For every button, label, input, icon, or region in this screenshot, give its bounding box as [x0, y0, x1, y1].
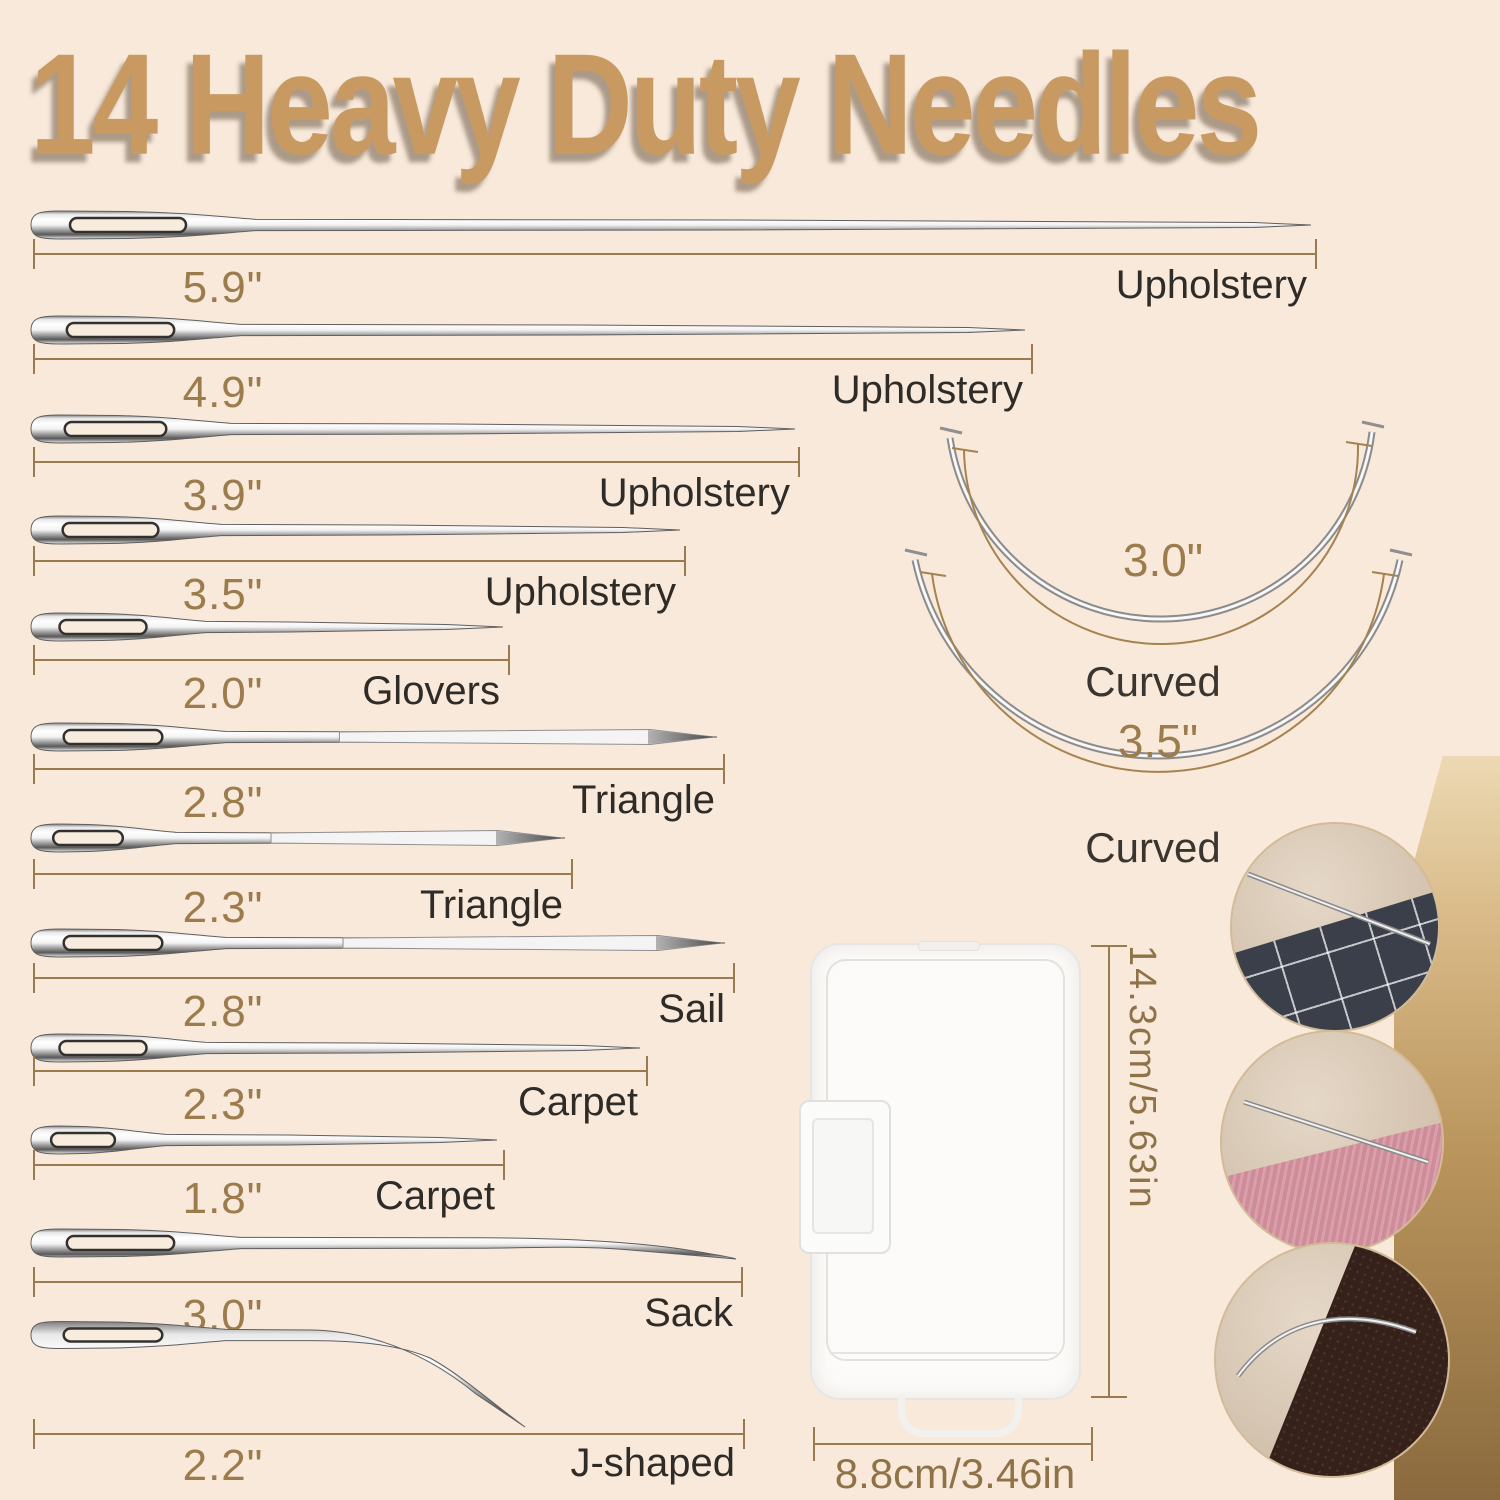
- needle-eye: [61, 521, 160, 539]
- curved-needle-type-label: Curved: [1085, 824, 1221, 871]
- needle-type-label: Upholstery: [484, 570, 676, 614]
- needle-eye: [51, 829, 125, 847]
- dimension-line: [33, 1267, 743, 1297]
- needle-size-label: 1.8": [182, 1174, 264, 1223]
- needle-type-label: Triangle: [571, 778, 715, 822]
- curved-needle-size-label: 3.5": [1117, 715, 1199, 767]
- needle-type-label: J-shaped: [570, 1441, 735, 1485]
- curved-needles-graphic: [904, 420, 1413, 773]
- needle-type-label: Glovers: [362, 669, 500, 713]
- needle-eye: [65, 1234, 176, 1252]
- needle-size-label: 2.2": [182, 1441, 264, 1490]
- needle-type-label: Upholstery: [1115, 263, 1307, 307]
- needle-type-label: Carpet: [374, 1174, 495, 1218]
- needle-eye: [62, 934, 164, 952]
- needle-graphic: [30, 612, 504, 642]
- needle-graphic: [30, 414, 796, 444]
- needle-graphic: [30, 1320, 526, 1428]
- inset-photo-needle-plaid-fabric: [1230, 822, 1440, 1032]
- needle-eye: [58, 618, 148, 636]
- dimension-line: [33, 963, 735, 993]
- needle-eye: [65, 321, 176, 339]
- needle-type-label: Triangle: [419, 883, 563, 927]
- storage-box-seam: [830, 1352, 1057, 1354]
- needle-size-label: 2.8": [182, 778, 264, 827]
- needle-size-label: 2.3": [182, 1080, 264, 1129]
- needle-eye: [62, 728, 164, 746]
- needle-icon: [1247, 871, 1431, 947]
- needle-size-label: 4.9": [182, 368, 264, 417]
- needle-graphic: [30, 928, 726, 958]
- dimension-line: [33, 754, 725, 784]
- box-height-label: 14.3cm/5.63in: [1121, 945, 1163, 1210]
- needle-graphic: [30, 1033, 641, 1063]
- dimension-line: [33, 344, 1033, 374]
- needle-size-label: 3.5": [182, 570, 264, 619]
- needle-eye: [49, 1131, 117, 1149]
- storage-box-notch: [918, 941, 980, 951]
- inset-photo-needle-pink-fabric: [1220, 1030, 1444, 1254]
- box-width-dimension-line: [813, 1427, 1093, 1461]
- dimension-line: [33, 546, 686, 576]
- needle-eye: [63, 420, 168, 438]
- dimension-line: [33, 1150, 505, 1180]
- dimension-line: [33, 1419, 745, 1449]
- needle-graphic: [30, 315, 1026, 345]
- box-height-dimension-line: [1091, 945, 1127, 1398]
- storage-box-latch-inner: [812, 1118, 874, 1234]
- dimension-line: [33, 645, 510, 675]
- needle-graphic: [30, 1125, 498, 1155]
- dimension-line: [33, 859, 573, 889]
- needle-eye: [62, 1327, 164, 1343]
- needle-size-label: 3.9": [182, 471, 264, 520]
- needle-type-label: Carpet: [517, 1080, 638, 1124]
- needle-size-label: 2.3": [182, 883, 264, 932]
- needle-type-label: Sail: [658, 987, 725, 1031]
- needle-graphic: [30, 515, 681, 545]
- box-width-label: 8.8cm/3.46in: [834, 1450, 1076, 1497]
- needle-graphic: [30, 823, 566, 853]
- needle-graphic: [30, 722, 718, 752]
- page-title: 14 Heavy Duty Needles: [30, 24, 1262, 186]
- curved-needle-type-label: Curved: [1085, 658, 1221, 705]
- dimension-line: [33, 447, 800, 477]
- needle-graphic: [30, 1228, 737, 1260]
- needle-type-label: Upholstery: [598, 471, 790, 515]
- needle-type-label: Upholstery: [831, 368, 1023, 412]
- needle-size-label: 5.9": [182, 263, 264, 312]
- needle-icon: [1243, 1099, 1429, 1165]
- inset-photo-curved-needle-leather: [1214, 1242, 1450, 1478]
- curved-needle-size-label: 3.0": [1122, 534, 1204, 586]
- needle-size-label: 2.0": [182, 669, 264, 718]
- dimension-line: [33, 239, 1317, 269]
- storage-box-handle: [898, 1394, 1022, 1437]
- needle-eye: [58, 1039, 148, 1057]
- dimension-line: [33, 1056, 648, 1086]
- needle-graphic: [30, 210, 1312, 240]
- needle-eye: [68, 216, 188, 234]
- needle-type-label: Sack: [644, 1291, 733, 1335]
- needle-size-label: 2.8": [182, 987, 264, 1036]
- curved-needle-icon: [1235, 1316, 1417, 1378]
